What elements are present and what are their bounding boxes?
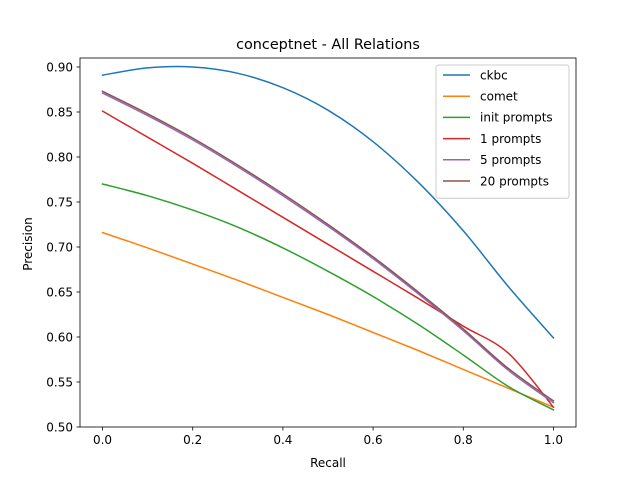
x-tick-label: 0.6	[364, 433, 383, 447]
y-tick-label: 0.80	[46, 150, 73, 164]
legend: ckbc comet init prompts 1 prompts 5 prompts 2…	[435, 64, 570, 199]
series-line-init-prompts	[101, 183, 555, 411]
chart-title: conceptnet - All Relations	[236, 37, 420, 53]
x-tick-label: 0.0	[93, 433, 112, 447]
series-line-comet	[101, 231, 555, 409]
y-axis-label: Precision	[21, 217, 35, 271]
legend-label: init prompts	[480, 111, 553, 125]
legend-label: 20 prompts	[480, 174, 549, 188]
series-line-20-prompts	[101, 90, 555, 402]
legend-label: ckbc	[480, 68, 508, 82]
series-lines	[101, 65, 555, 411]
legend-label: comet	[480, 90, 518, 104]
y-tick-label: 0.75	[46, 195, 73, 209]
series-line-ckbc	[101, 65, 555, 339]
x-tick-label: 0.4	[273, 433, 292, 447]
y-tick-label: 0.50	[46, 420, 73, 434]
y-tick-label: 0.55	[46, 375, 73, 389]
x-axis-label: Recall	[310, 456, 346, 470]
x-tick-label: 0.2	[183, 433, 202, 447]
legend-box	[435, 64, 570, 199]
x-axis-ticks: 0.0 0.2 0.4 0.6 0.8 1.0	[93, 427, 563, 447]
plot-frame	[79, 57, 577, 428]
y-tick-label: 0.70	[46, 240, 73, 254]
y-axis-ticks: 0.50 0.55 0.60 0.65 0.70 0.75 0.80 0.85 0.90	[46, 60, 80, 434]
x-tick-label: 1.0	[544, 433, 563, 447]
series-line-1-prompts	[101, 110, 555, 409]
series-line-5-prompts	[101, 92, 555, 404]
y-tick-label: 0.65	[46, 285, 73, 299]
y-tick-label: 0.60	[46, 330, 73, 344]
legend-label: 5 prompts	[480, 153, 541, 167]
y-tick-label: 0.85	[46, 105, 73, 119]
legend-label: 1 prompts	[480, 132, 541, 146]
y-tick-label: 0.90	[46, 60, 73, 74]
x-tick-label: 0.8	[454, 433, 473, 447]
